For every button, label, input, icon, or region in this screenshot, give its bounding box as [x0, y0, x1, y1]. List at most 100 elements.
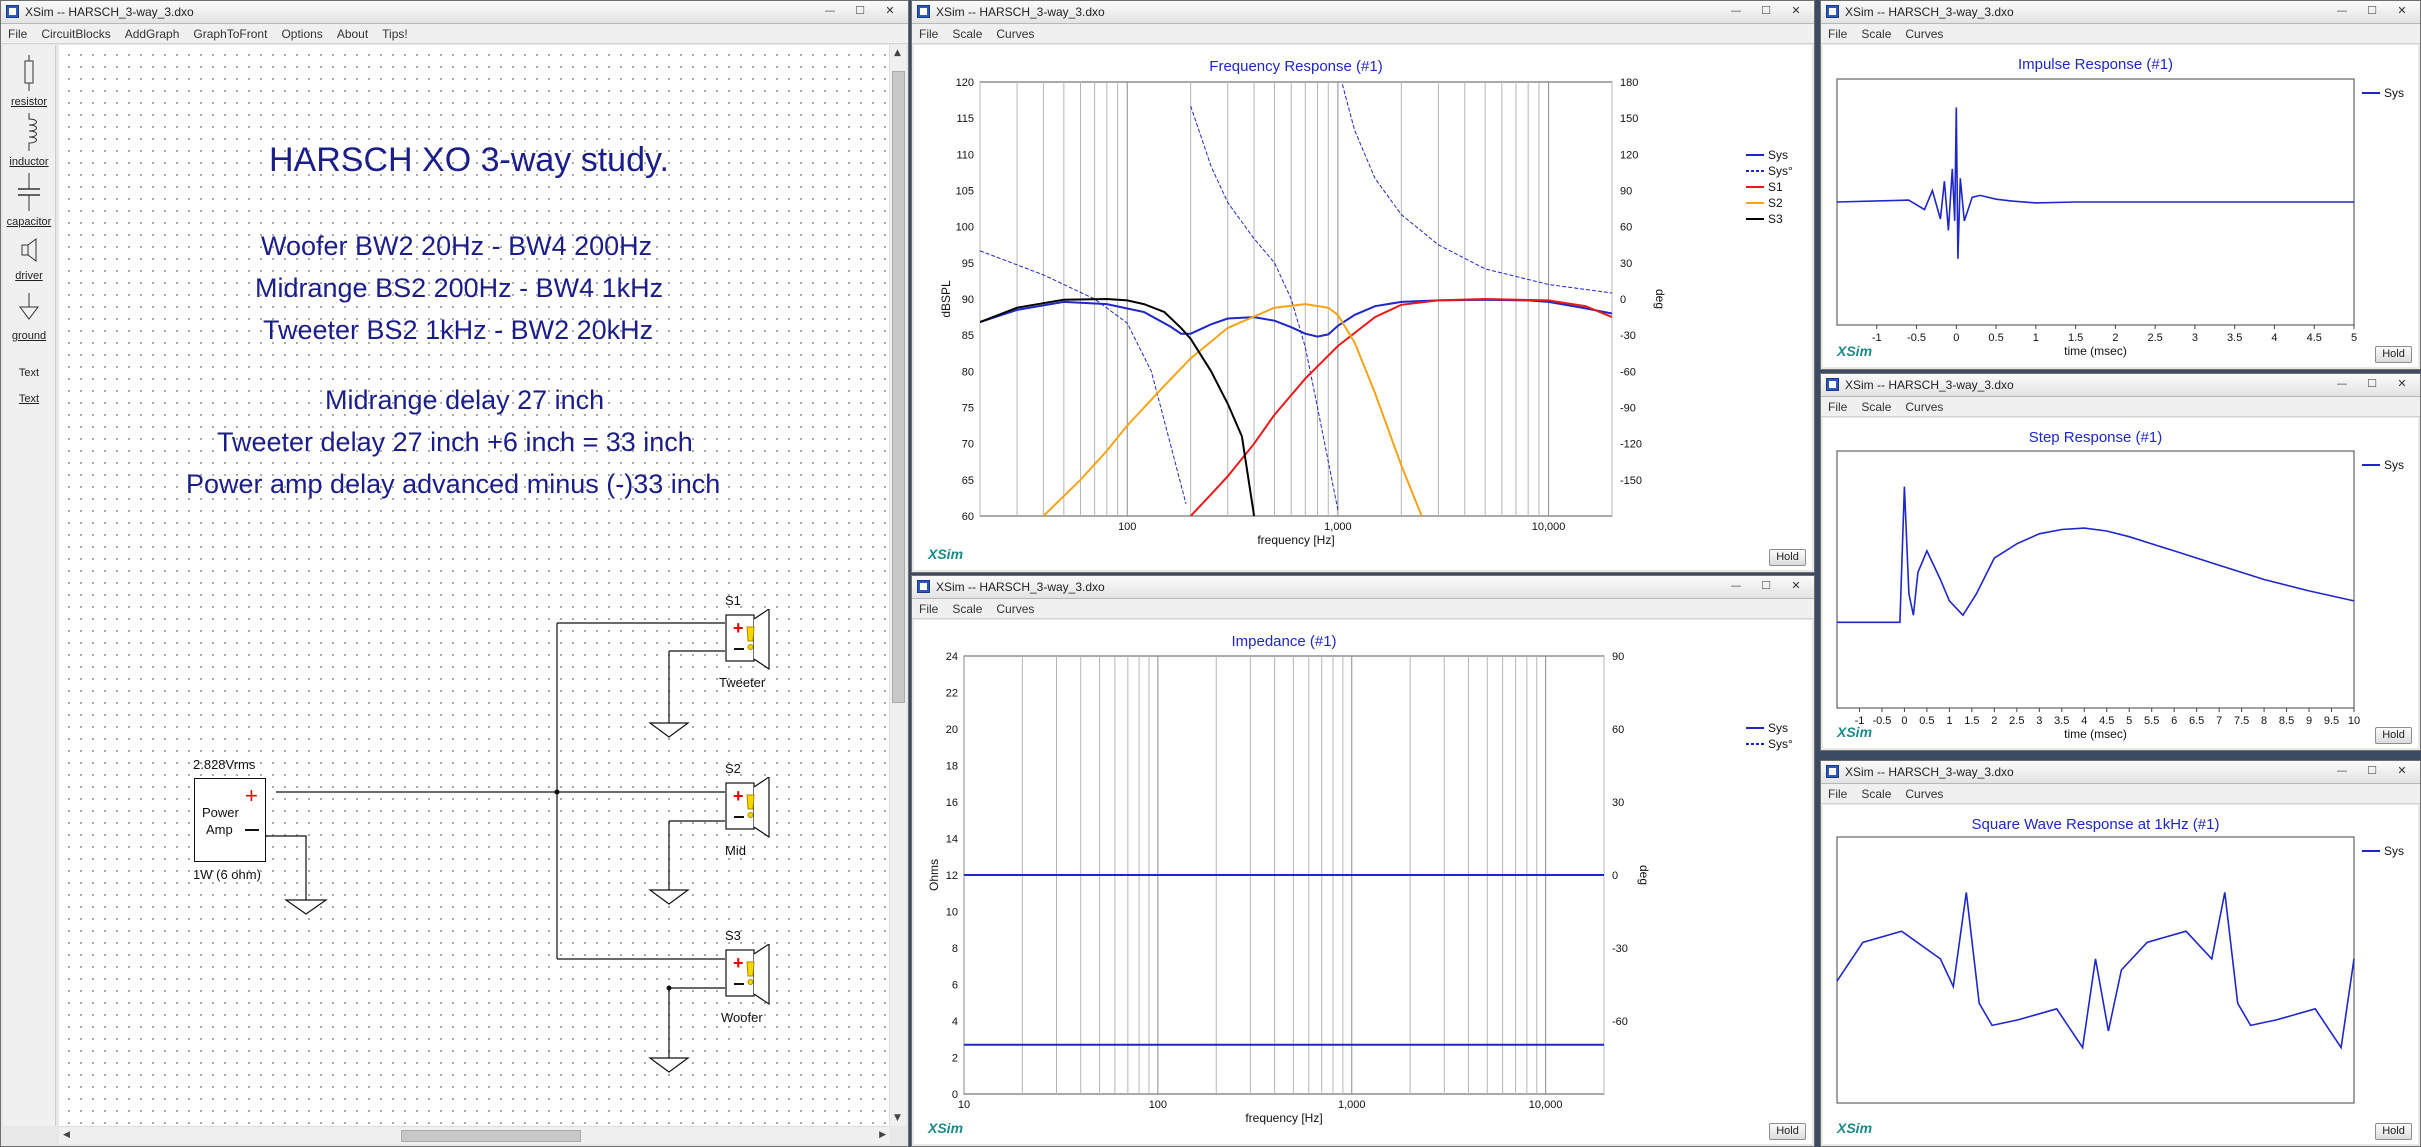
menu-scale[interactable]: Scale	[1861, 400, 1892, 414]
hold-button[interactable]: Hold	[2375, 727, 2412, 744]
title-bar[interactable]: XSim -- HARSCH_3-way_3.dxo — ☐ ✕	[1821, 374, 2420, 397]
menu-file[interactable]: File	[1828, 787, 1848, 801]
tool-resistor[interactable]: resistor	[3, 55, 55, 108]
menu-file[interactable]: File	[919, 27, 939, 41]
maximize-button[interactable]: ☐	[855, 4, 865, 17]
driver-s2-label: Mid	[725, 843, 746, 858]
tool-capacitor[interactable]: capacitor	[3, 173, 55, 228]
menu-scale[interactable]: Scale	[952, 27, 983, 41]
scroll-right-icon[interactable]: ▶	[879, 1130, 886, 1140]
vertical-scroll-thumb[interactable]	[892, 71, 905, 703]
chart-area[interactable]: Step Response (#1) -1 -0.5 0 0.5 1 1.5 2 2.5 3 3.5…	[1823, 418, 2418, 748]
title-bar[interactable]: XSim -- HARSCH_3-way_3.dxo — ☐ ✕	[912, 1, 1814, 24]
x-tick-label: 4.5	[2099, 715, 2114, 727]
hold-button[interactable]: Hold	[2375, 346, 2412, 363]
hold-button[interactable]: Hold	[2375, 1123, 2412, 1140]
title-bar[interactable]: XSim -- HARSCH_3-way_3.dxo — ☐ ✕	[1821, 1, 2420, 24]
tool-driver[interactable]: driver	[3, 235, 55, 282]
driver-s1[interactable]: S1 + Tweeter	[719, 593, 785, 690]
chart-area[interactable]: Frequency Response (#1) 120 115 110 105 100 95…	[914, 45, 1812, 570]
y2-tick-label: -30	[1612, 943, 1628, 955]
chart-area[interactable]: Square Wave Response at 1kHz (#1) Sys XSi…	[1823, 805, 2418, 1144]
tool-ground[interactable]: ground	[3, 293, 55, 342]
minimize-button[interactable]: —	[824, 4, 836, 17]
app-icon	[1826, 378, 1839, 391]
note-mid-delay[interactable]: Midrange delay 27 inch	[325, 385, 605, 415]
scroll-up-icon[interactable]: ▲	[894, 48, 901, 58]
hold-button[interactable]: Hold	[1769, 549, 1806, 566]
close-button[interactable]: ✕	[1791, 4, 1801, 17]
impedance-chart[interactable]: Impedance (#1)24222018161412108642090603…	[914, 620, 1812, 1144]
close-button[interactable]: ✕	[1791, 579, 1801, 592]
minimize-button[interactable]: —	[1730, 579, 1742, 592]
frequency-response-chart[interactable]: Frequency Response (#1) 120 115 110 105 100 95…	[914, 45, 1812, 570]
maximize-button[interactable]: ☐	[2367, 4, 2377, 17]
step-response-chart[interactable]: Step Response (#1) -1 -0.5 0 0.5 1 1.5 2 2.5 3 3.5…	[1823, 418, 2418, 748]
menu-curves[interactable]: Curves	[1905, 27, 1944, 41]
menu-scale[interactable]: Scale	[952, 602, 983, 616]
driver-s2[interactable]: S2 + Mid	[725, 761, 785, 858]
minimize-button[interactable]: —	[2336, 4, 2348, 17]
horizontal-scrollbar[interactable]: ◀ ▶	[59, 1126, 890, 1144]
title-bar[interactable]: XSim -- HARSCH_3-way_3.dxo — ☐ ✕	[1, 1, 908, 24]
menu-file[interactable]: File	[919, 602, 939, 616]
maximize-button[interactable]: ☐	[1761, 579, 1771, 592]
scroll-down-icon[interactable]: ▼	[894, 1113, 901, 1123]
circuit-canvas[interactable]: HARSCH XO 3-way study. Woofer BW2 20Hz -…	[59, 45, 890, 1126]
tool-inductor[interactable]: inductor	[3, 113, 55, 168]
menu-curves[interactable]: Curves	[996, 27, 1035, 41]
chart-area[interactable]: Impulse Response (#1) -1 -0.5 0 0.5 1 1.5 2 2.5 3…	[1823, 45, 2418, 367]
menu-file[interactable]: File	[8, 27, 28, 41]
note-woofer[interactable]: Woofer BW2 20Hz - BW4 200Hz	[261, 231, 653, 261]
title-bar[interactable]: XSim -- HARSCH_3-way_3.dxo — ☐ ✕	[912, 576, 1814, 599]
impulse-response-chart[interactable]: Impulse Response (#1) -1 -0.5 0 0.5 1 1.5 2 2.5 3…	[1823, 45, 2418, 367]
menu-circuitblocks[interactable]: CircuitBlocks	[41, 27, 111, 41]
driver-s3[interactable]: S3 + Woofer	[721, 928, 785, 1025]
horizontal-scroll-thumb[interactable]	[401, 1130, 581, 1142]
maximize-button[interactable]: ☐	[2367, 764, 2377, 777]
power-amp[interactable]: Power Amp +	[194, 778, 266, 862]
y-tick-label: 20	[946, 724, 958, 736]
x-tick-label: 1	[1946, 715, 1952, 727]
close-button[interactable]: ✕	[2397, 4, 2407, 17]
menu-file[interactable]: File	[1828, 27, 1848, 41]
menu-about[interactable]: About	[336, 27, 369, 41]
scroll-left-icon[interactable]: ◀	[63, 1130, 70, 1140]
hold-button[interactable]: Hold	[1769, 1123, 1806, 1140]
note-title[interactable]: HARSCH XO 3-way study.	[269, 141, 669, 179]
note-midrange[interactable]: Midrange BS2 200Hz - BW4 1kHz	[255, 273, 664, 303]
menu-file[interactable]: File	[1828, 400, 1848, 414]
menu-tips[interactable]: Tips!	[382, 27, 408, 41]
minimize-button[interactable]: —	[2336, 764, 2348, 777]
minimize-button[interactable]: —	[1730, 4, 1742, 17]
note-tweeter-delay[interactable]: Tweeter delay 27 inch +6 inch = 33 inch	[217, 427, 693, 457]
close-button[interactable]: ✕	[2397, 764, 2407, 777]
menu-scale[interactable]: Scale	[1861, 787, 1892, 801]
xsim-logo: XSim	[1837, 343, 1873, 359]
y-tick-label: 4	[952, 1016, 958, 1028]
menu-curves[interactable]: Curves	[996, 602, 1035, 616]
xsim-logo: XSim	[928, 546, 964, 562]
maximize-button[interactable]: ☐	[1761, 4, 1771, 17]
menu-addgraph[interactable]: AddGraph	[124, 27, 180, 41]
tool-text[interactable]: Text Text	[3, 367, 55, 405]
menu-graphtofront[interactable]: GraphToFront	[193, 27, 268, 41]
title-bar[interactable]: XSim -- HARSCH_3-way_3.dxo — ☐ ✕	[1821, 761, 2420, 784]
chart-title: Frequency Response (#1)	[1209, 58, 1382, 75]
y-tick-label: 2	[952, 1053, 958, 1065]
minimize-button[interactable]: —	[2336, 377, 2348, 390]
menu-scale[interactable]: Scale	[1861, 27, 1892, 41]
maximize-button[interactable]: ☐	[2367, 377, 2377, 390]
menu-options[interactable]: Options	[281, 27, 323, 41]
menu-curves[interactable]: Curves	[1905, 400, 1944, 414]
driver-s1-label: Tweeter	[719, 675, 766, 690]
square-wave-chart[interactable]: Square Wave Response at 1kHz (#1) Sys	[1823, 805, 2418, 1144]
menu-curves[interactable]: Curves	[1905, 787, 1944, 801]
chart-area[interactable]: Impedance (#1) 24 22 20 18 16 14 12 10 8 6 4 2 0 90 60 3…	[914, 620, 1812, 1144]
close-button[interactable]: ✕	[2397, 377, 2407, 390]
note-amp-delay[interactable]: Power amp delay advanced minus (-)33 inc…	[186, 469, 721, 499]
vertical-scrollbar[interactable]: ▲ ▼	[889, 45, 906, 1126]
note-tweeter[interactable]: Tweeter BS2 1kHz - BW2 20kHz	[263, 315, 654, 345]
plot-frame	[1836, 450, 2355, 709]
close-button[interactable]: ✕	[885, 4, 895, 17]
